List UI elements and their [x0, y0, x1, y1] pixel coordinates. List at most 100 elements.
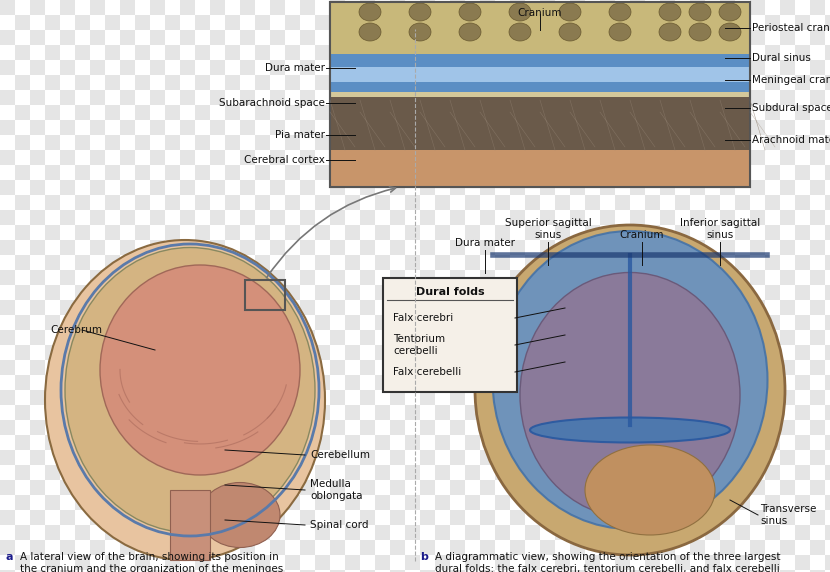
Bar [195, 240, 210, 255]
Bar [105, 60, 120, 75]
Bar [525, 300, 540, 315]
Bar [270, 285, 285, 300]
Bar [585, 15, 600, 30]
Bar [180, 300, 195, 315]
Text: Medulla
oblongata: Medulla oblongata [310, 479, 363, 501]
Bar [465, 330, 480, 345]
Bar [165, 450, 180, 465]
Bar [240, 570, 255, 572]
Bar [600, 510, 615, 525]
Bar [135, 495, 150, 510]
Bar [60, 300, 75, 315]
Bar [255, 405, 270, 420]
Bar [30, 315, 45, 330]
Bar [135, 105, 150, 120]
Bar [165, 435, 180, 450]
Bar [285, 375, 300, 390]
Bar [540, 150, 555, 165]
Bar [390, 255, 405, 270]
Bar [0, 555, 15, 570]
Bar [780, 375, 795, 390]
Bar [795, 75, 810, 90]
Bar [435, 315, 450, 330]
Bar [750, 375, 765, 390]
Bar [255, 30, 270, 45]
Bar [705, 570, 720, 572]
Bar [285, 195, 300, 210]
Bar [555, 360, 570, 375]
Bar [735, 315, 750, 330]
Bar [645, 195, 660, 210]
Bar [75, 15, 90, 30]
Bar [255, 0, 270, 15]
Bar [660, 390, 675, 405]
Text: Falx cerebri: Falx cerebri [393, 313, 453, 323]
Bar [765, 225, 780, 240]
Bar [135, 345, 150, 360]
Bar [330, 54, 750, 92]
Bar [30, 285, 45, 300]
Ellipse shape [359, 23, 381, 41]
Bar [645, 180, 660, 195]
Bar [615, 525, 630, 540]
Bar [735, 450, 750, 465]
Bar [30, 330, 45, 345]
Bar [555, 465, 570, 480]
Bar [420, 525, 435, 540]
Bar [645, 435, 660, 450]
Bar [795, 510, 810, 525]
Bar [15, 525, 30, 540]
Bar [90, 150, 105, 165]
Bar [615, 360, 630, 375]
Text: Cranium: Cranium [518, 8, 562, 18]
Bar [750, 570, 765, 572]
Bar [645, 525, 660, 540]
Bar [45, 375, 60, 390]
Text: Inferior sagittal
sinus: Inferior sagittal sinus [680, 219, 760, 240]
Bar [660, 180, 675, 195]
Bar [300, 330, 315, 345]
Bar [675, 60, 690, 75]
Bar [450, 540, 465, 555]
Bar [690, 375, 705, 390]
Bar [345, 450, 360, 465]
Bar [330, 165, 345, 180]
Bar [60, 450, 75, 465]
Bar [525, 195, 540, 210]
Bar [450, 285, 465, 300]
Bar [45, 75, 60, 90]
Bar [480, 525, 495, 540]
Bar [465, 360, 480, 375]
Bar [570, 165, 585, 180]
Bar [300, 465, 315, 480]
Bar [375, 90, 390, 105]
Bar [180, 135, 195, 150]
Bar [675, 270, 690, 285]
Bar [570, 330, 585, 345]
Bar [135, 555, 150, 570]
Bar [270, 525, 285, 540]
Bar [585, 300, 600, 315]
Bar [90, 240, 105, 255]
Bar [45, 300, 60, 315]
Bar [585, 75, 600, 90]
Bar [705, 270, 720, 285]
Bar [480, 555, 495, 570]
Bar [150, 60, 165, 75]
Bar [180, 30, 195, 45]
Bar [240, 165, 255, 180]
Bar [300, 495, 315, 510]
Bar [735, 285, 750, 300]
Bar [525, 150, 540, 165]
Bar [360, 495, 375, 510]
Bar [45, 555, 60, 570]
Bar [600, 195, 615, 210]
Bar [720, 285, 735, 300]
Bar [15, 45, 30, 60]
Bar [120, 0, 135, 15]
Bar [810, 195, 825, 210]
Bar [480, 285, 495, 300]
Bar [150, 555, 165, 570]
Bar [270, 570, 285, 572]
Bar [465, 315, 480, 330]
